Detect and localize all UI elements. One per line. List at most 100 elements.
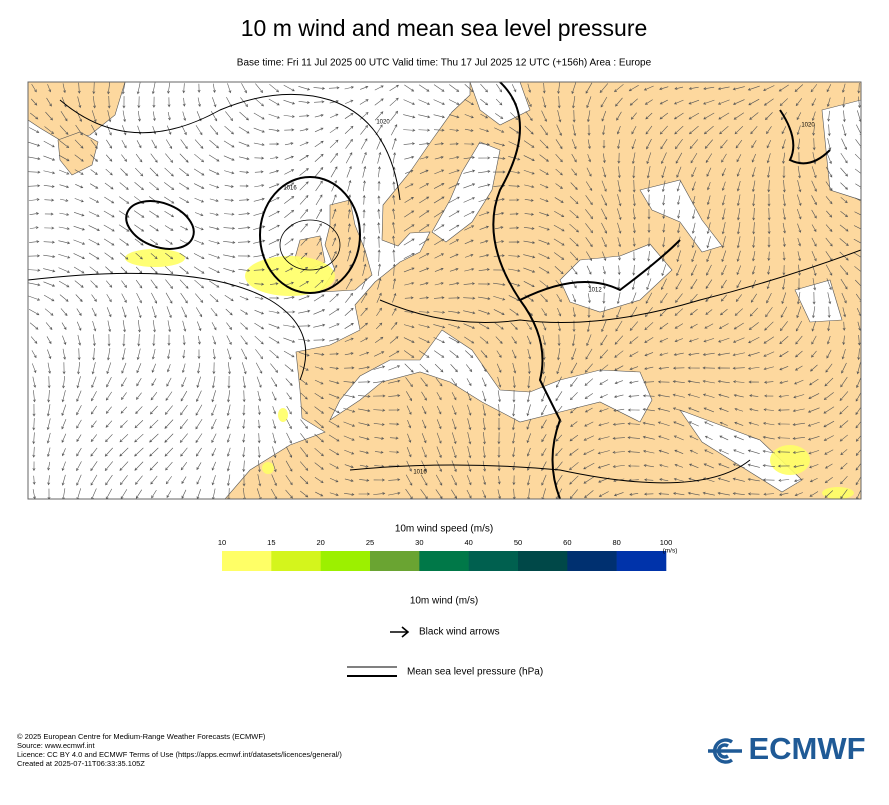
wind-arrow (646, 166, 651, 179)
wind-arrow (212, 348, 216, 360)
wind-arrow (464, 267, 475, 272)
wind-arrow (736, 154, 742, 163)
wind-arrow (539, 212, 550, 217)
wind-arrow (314, 140, 324, 148)
wind-arrow (76, 390, 82, 402)
wind-arrow (238, 254, 251, 258)
wind-arrow (209, 139, 220, 149)
wind-arrow (449, 282, 460, 286)
wind-arrow (224, 125, 234, 135)
great-britain (319, 199, 373, 293)
wind-arrow (752, 194, 756, 207)
wind-arrow (509, 308, 519, 316)
wind-arrow (647, 180, 651, 193)
wind-arrow (435, 377, 443, 387)
wind-arrow (569, 223, 579, 233)
wind-arrow (809, 491, 819, 497)
wind-arrow (346, 165, 352, 178)
isobar-label: 1020 (801, 123, 815, 129)
wind-arrow (31, 363, 37, 374)
wind-arrow (92, 320, 97, 332)
wind-arrow (403, 238, 415, 246)
wind-arrow (451, 432, 457, 445)
wind-arrow (855, 420, 861, 429)
wind-arrow (570, 182, 578, 190)
wind-arrow (242, 390, 246, 403)
wind-arrow (660, 278, 667, 290)
wind-arrow (58, 267, 71, 273)
wind-arrow (242, 460, 246, 473)
wind-arrow (254, 156, 265, 160)
wind-arrow (825, 264, 833, 276)
wind-arrow (614, 350, 624, 358)
wind-arrow (450, 364, 458, 373)
wind-arrow (121, 392, 127, 401)
wind-arrow (29, 112, 39, 120)
wind-arrow (825, 196, 833, 205)
wind-arrow (751, 140, 757, 149)
wind-arrow (118, 210, 130, 218)
wind-arrow (118, 224, 130, 232)
wind-arrow (494, 127, 505, 133)
wind-arrow (736, 265, 742, 276)
wind-arrow (839, 224, 849, 232)
wind-arrow (107, 110, 112, 123)
wind-arrow (284, 196, 295, 204)
wind-arrow (107, 95, 111, 109)
wind-arrow (44, 198, 55, 202)
wind-arrow (391, 307, 397, 316)
wind-arrow (330, 264, 338, 275)
wind-arrow (614, 365, 624, 371)
wind-arrow (257, 419, 261, 429)
wind-arrow (673, 492, 685, 496)
wind-arrow (557, 307, 562, 317)
wind-arrow (493, 309, 505, 315)
wind-arrow (512, 376, 516, 389)
footer-line: Source: www.ecmwf.int (17, 741, 95, 750)
wind-arrow (61, 404, 67, 417)
wind-arrow (853, 238, 861, 244)
wind-arrow (421, 406, 427, 415)
wind-arrow (628, 84, 639, 92)
wind-arrow (448, 169, 460, 175)
wind-arrow (75, 184, 84, 189)
wind-arrow (827, 138, 832, 151)
wind-arrow (539, 169, 549, 175)
wind-arrow (523, 240, 536, 245)
wind-arrow (599, 83, 609, 94)
wind-arrow (644, 337, 654, 343)
wind-arrow (299, 195, 309, 205)
wind-arrow (92, 334, 96, 347)
wind-arrow (210, 307, 218, 317)
wind-arrow (841, 138, 847, 151)
isobar-label: 1012 (588, 288, 602, 294)
wind-arrow (598, 408, 609, 413)
wind-arrow (673, 352, 684, 356)
wind-arrow (105, 168, 113, 176)
wind-arrow (106, 139, 113, 149)
wind-arrow (434, 169, 445, 175)
wind-arrow (781, 139, 786, 150)
wind-arrow (165, 292, 173, 304)
wind-arrow (135, 167, 144, 177)
wind-arrow (61, 433, 67, 443)
wind-arrow (718, 449, 729, 455)
wind-arrow (479, 336, 489, 344)
wind-arrow (767, 236, 771, 248)
wind-arrow (493, 282, 506, 287)
wind-arrow (721, 181, 726, 191)
wind-arrow (343, 407, 356, 413)
wind-arrow (239, 198, 250, 202)
wind-arrow (226, 433, 231, 443)
wind-arrow (105, 434, 113, 443)
wind-arrow (526, 390, 531, 403)
wind-arrow (329, 113, 339, 119)
wind-arrow (151, 363, 156, 373)
wind-arrow (436, 405, 442, 415)
wind-arrow (241, 348, 248, 360)
wind-arrow (706, 195, 711, 206)
wind-arrow (268, 310, 280, 315)
wind-arrow (167, 97, 171, 108)
wind-arrow (120, 406, 128, 414)
wind-arrow (662, 209, 666, 220)
